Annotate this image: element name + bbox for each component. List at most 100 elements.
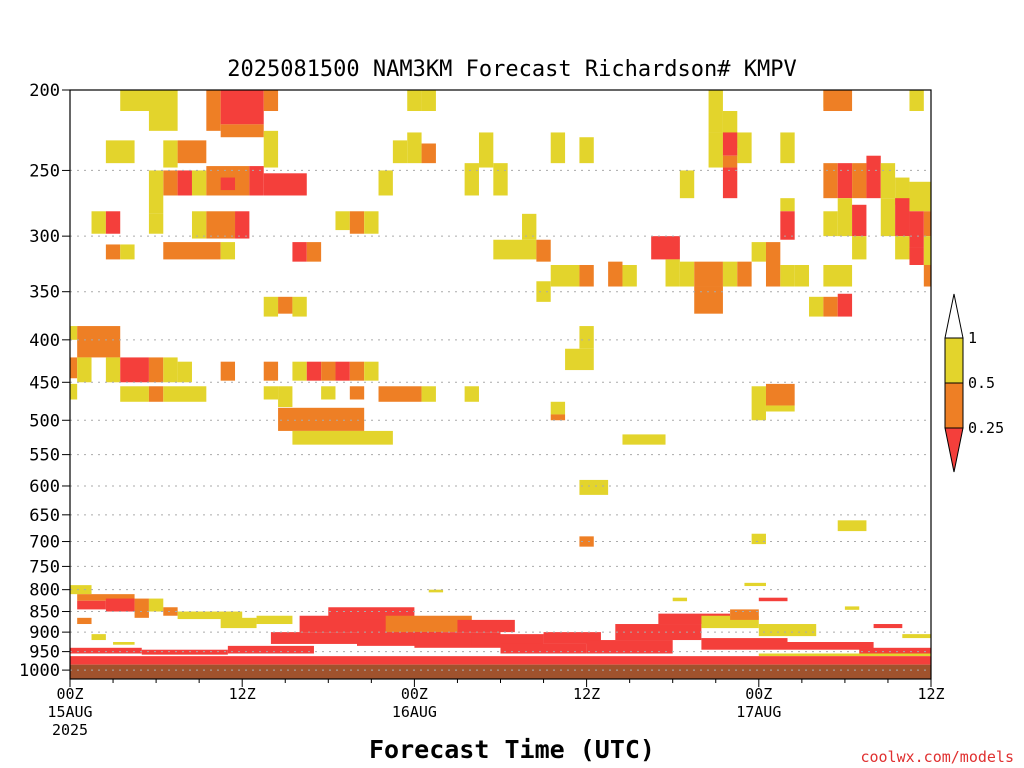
ri-cell (672, 597, 688, 602)
ri-cell (263, 130, 279, 168)
ri-cell (278, 386, 293, 408)
chart-title: 2025081500 NAM3KM Forecast Richardson# K… (227, 57, 797, 82)
x-tick-label: 12Z (573, 685, 600, 703)
ri-cell (579, 137, 594, 164)
ri-cell (679, 170, 695, 199)
ri-cell (177, 170, 192, 196)
ri-cell (493, 163, 508, 196)
ri-cell (177, 611, 243, 620)
ri-cell (722, 132, 738, 156)
ri-cell (321, 386, 336, 400)
ri-cell (163, 357, 178, 383)
y-tick-label: 250 (29, 161, 60, 181)
ri-cell (579, 479, 609, 495)
ri-cell (866, 155, 881, 199)
ri-cell (378, 170, 393, 196)
y-tick-label: 700 (29, 533, 60, 553)
ri-cell (464, 163, 479, 196)
ri-cell (148, 386, 164, 402)
ri-cell (765, 405, 795, 412)
ri-cell (909, 181, 931, 212)
ri-cell (349, 361, 365, 381)
ri-cell (758, 624, 817, 637)
ri-cell (407, 90, 422, 112)
ri-cell (837, 163, 853, 199)
ri-cell (823, 264, 853, 287)
ri-cell (608, 261, 623, 287)
ri-cell (177, 361, 192, 383)
ri-cell (163, 170, 178, 196)
ri-cell (471, 634, 544, 646)
ri-cell (77, 617, 92, 625)
ri-cell (148, 170, 164, 214)
ri-cell (536, 281, 551, 302)
ri-cell (823, 90, 853, 112)
x-tick-label: 00Z (401, 685, 428, 703)
ri-cell (651, 236, 680, 260)
ri-cell (809, 296, 824, 317)
x-tick-label: 2025 (52, 721, 88, 739)
ri-cell (895, 177, 910, 205)
ri-cell (780, 132, 795, 164)
ri-cell (321, 361, 336, 381)
x-axis-label: Forecast Time (UTC) (369, 735, 655, 764)
ri-cell (105, 244, 121, 260)
credit-link[interactable]: coolwx.com/models (860, 748, 1014, 766)
ri-cell (579, 264, 594, 287)
y-tick-label: 1000 (19, 661, 60, 681)
ri-cell (77, 357, 92, 383)
ri-cell (191, 211, 207, 239)
ri-cell (550, 264, 580, 287)
ri-cell (349, 211, 365, 234)
ri-cell (923, 211, 931, 237)
ri-cell (722, 261, 738, 287)
ri-cell (765, 242, 781, 287)
ri-cell (837, 198, 853, 237)
ri-cell (105, 140, 135, 164)
x-tick-label: 00Z (56, 685, 83, 703)
ri-cell (909, 211, 924, 248)
ri-cell (708, 90, 723, 133)
ri-cell (120, 90, 178, 112)
ri-cell (278, 296, 293, 314)
ri-cell (70, 585, 92, 595)
ri-cell (765, 383, 795, 406)
colorbar-label-1: 1 (968, 329, 977, 347)
ri-cell (263, 173, 307, 196)
ri-cell (235, 211, 250, 239)
ri-cell (407, 132, 422, 164)
ri-cell (91, 634, 106, 641)
ri-cell (120, 357, 149, 383)
ri-cell (148, 598, 164, 612)
ri-cell (751, 533, 766, 545)
ri-cell (105, 211, 121, 234)
ri-cell (227, 645, 314, 654)
ri-cell (306, 242, 322, 262)
colorbar-label-2: 0.5 (968, 374, 995, 392)
ri-cell (909, 247, 924, 265)
ri-cell (565, 348, 594, 371)
ri-cell (880, 198, 896, 237)
ri-cell (722, 155, 738, 168)
ri-cell (722, 167, 738, 199)
ri-cell (421, 386, 436, 402)
colorbar-swatch-orange (944, 382, 964, 429)
ri-cell (120, 386, 149, 402)
ri-cell (335, 211, 350, 231)
colorbar-swatch-yellow (944, 337, 964, 384)
ri-cell (837, 293, 853, 317)
ri-cell (787, 641, 874, 650)
ri-cell (163, 607, 178, 616)
x-tick-label: 12Z (229, 685, 256, 703)
ri-cell (823, 211, 838, 237)
ri-cell (220, 90, 264, 125)
ri-cell (364, 361, 379, 381)
ri-cell (263, 90, 279, 112)
y-tick-label: 550 (29, 446, 60, 466)
ri-cell (852, 236, 867, 260)
ri-cell (902, 634, 931, 639)
ri-cell (421, 143, 436, 164)
ri-cell (852, 204, 867, 237)
ri-cell (70, 647, 142, 654)
ri-cell (478, 132, 494, 168)
